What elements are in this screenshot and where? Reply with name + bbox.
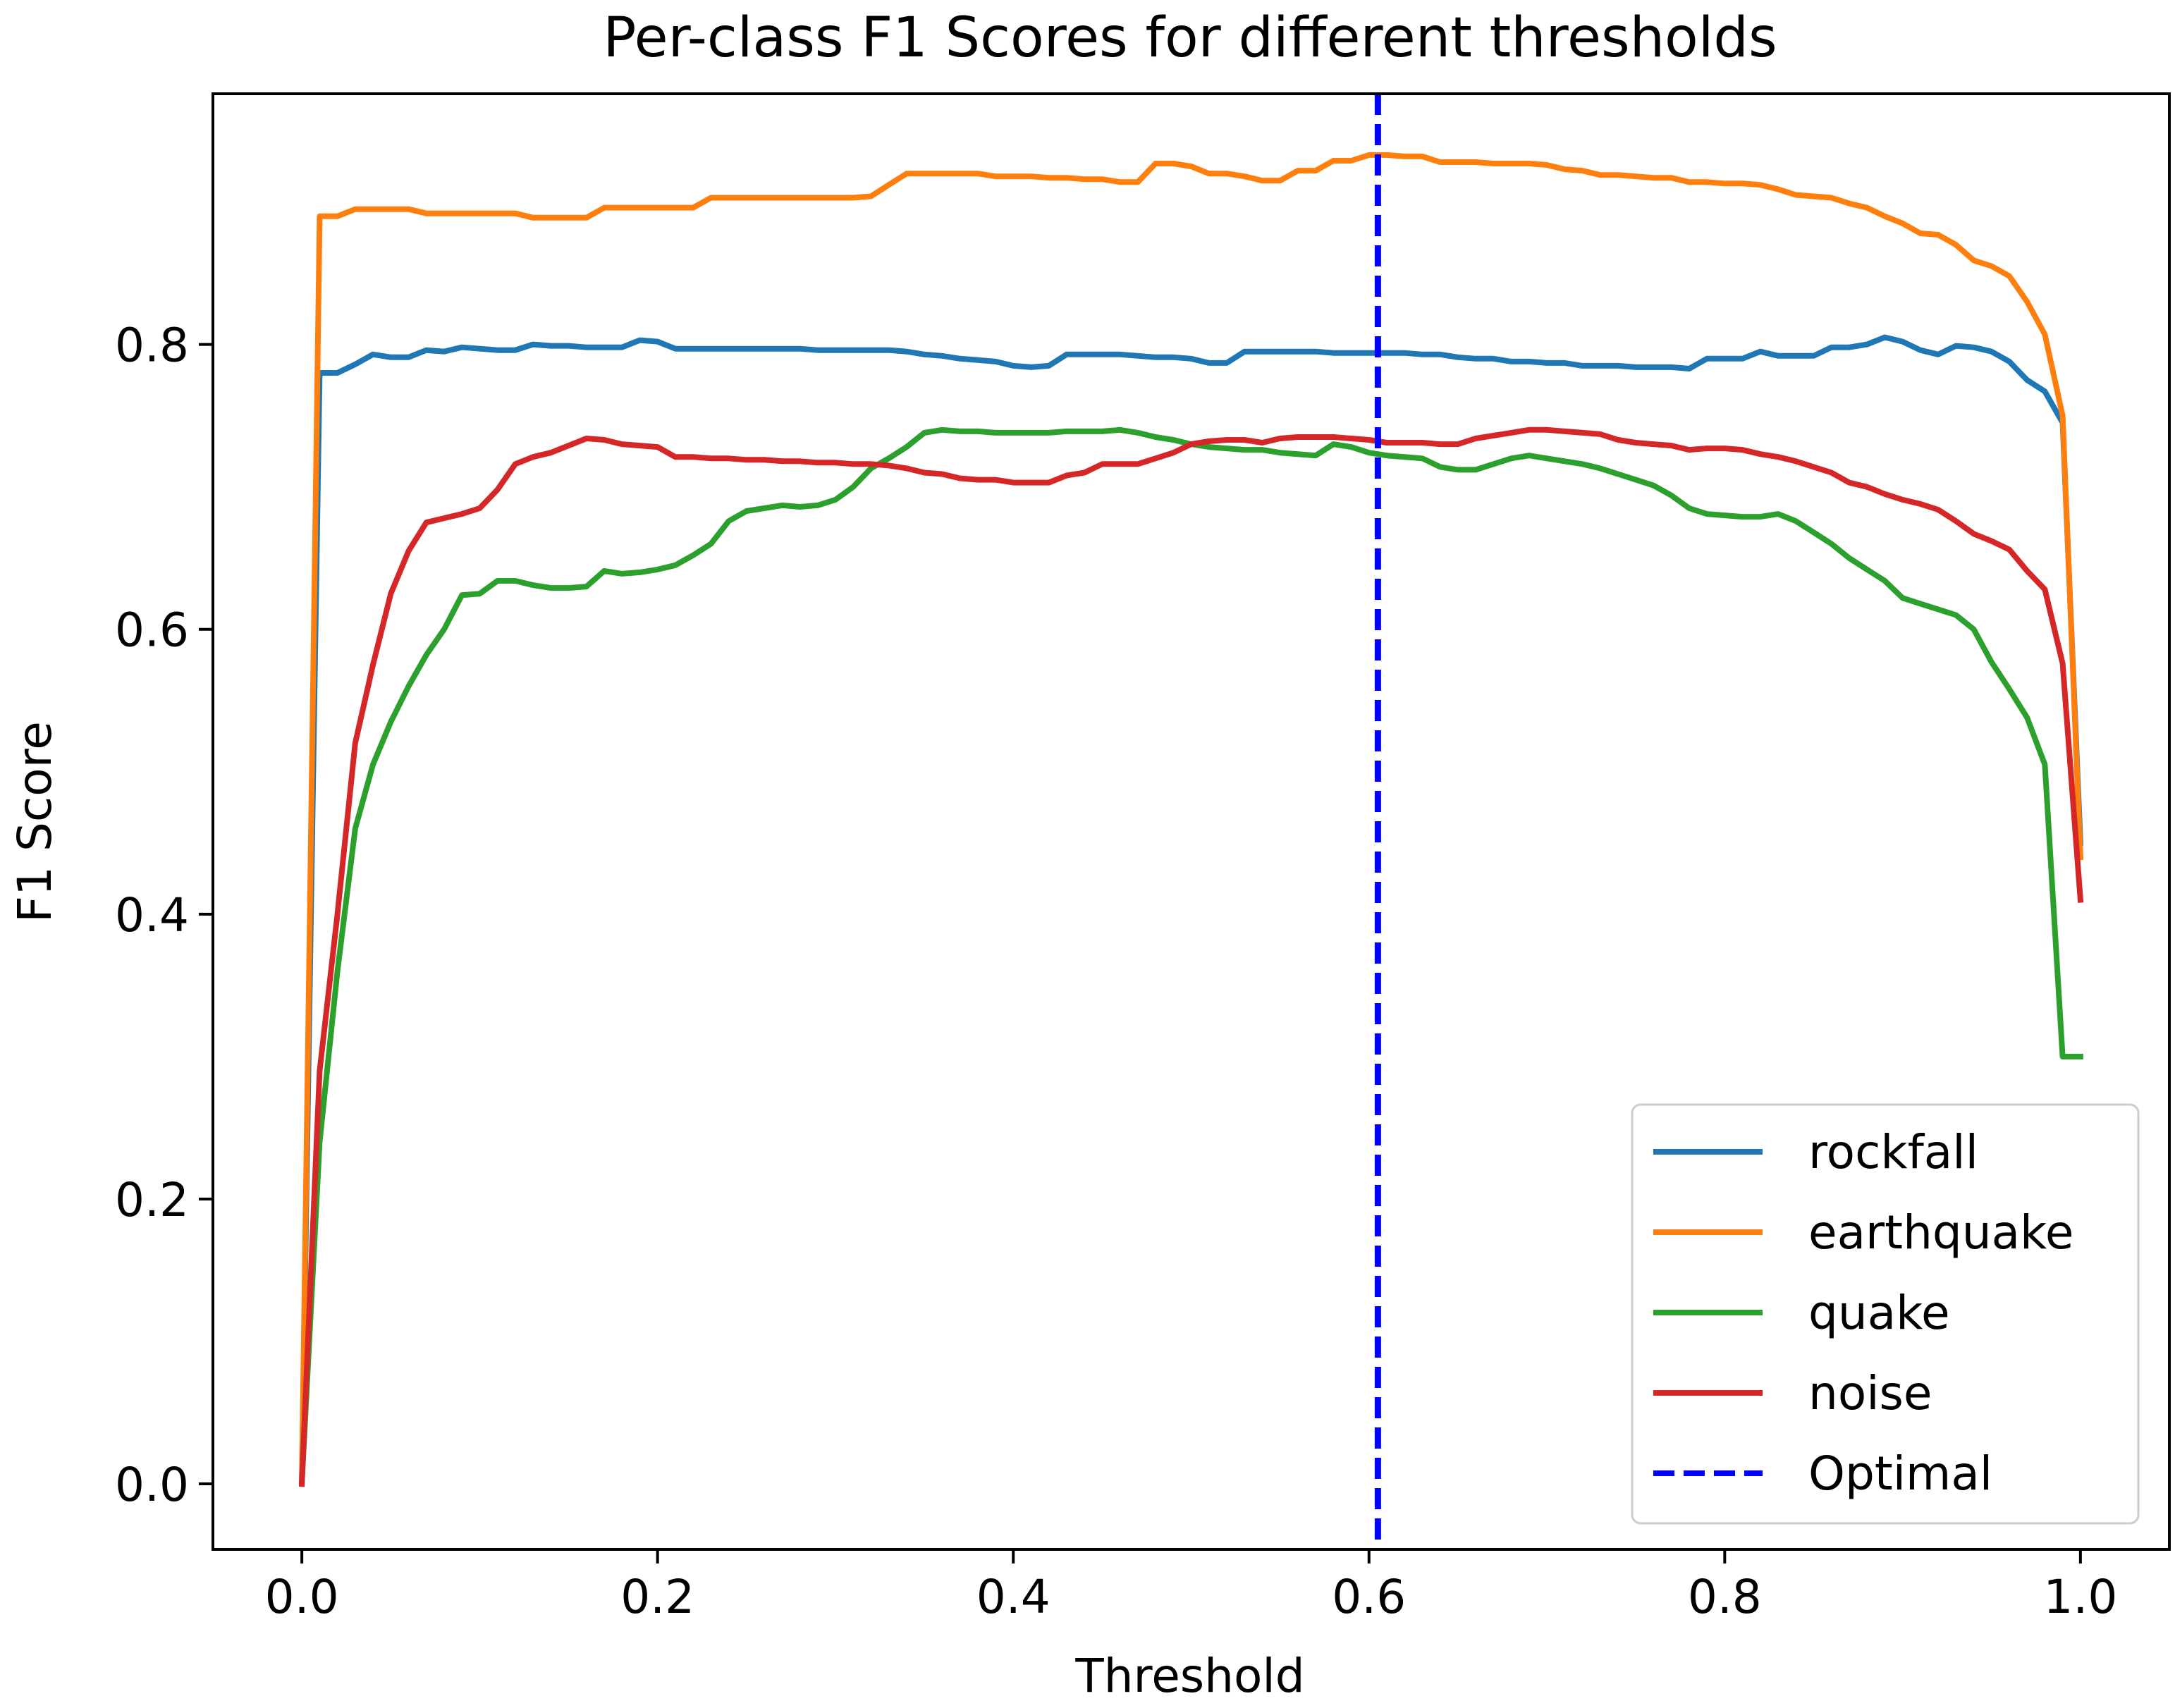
- x-tick-label: 0.4: [976, 1570, 1050, 1624]
- legend-label-rockfall: rockfall: [1808, 1125, 1978, 1179]
- legend-label-optimal: Optimal: [1808, 1446, 1992, 1501]
- series-layer: [298, 152, 2084, 1487]
- y-tick-label: 0.4: [115, 888, 189, 942]
- legend-label-quake: quake: [1808, 1286, 1950, 1340]
- y-axis-ticks: 0.0 0.2 0.4 0.6 0.8: [115, 319, 213, 1512]
- y-tick-label: 0.0: [115, 1458, 189, 1512]
- y-axis-label: F1 Score: [8, 721, 62, 923]
- legend-label-earthquake: earthquake: [1808, 1205, 2074, 1260]
- series-line-rockfall: [299, 334, 2084, 1487]
- y-tick-label: 0.8: [115, 319, 189, 373]
- x-tick-label: 0.0: [265, 1570, 339, 1624]
- y-tick-label: 0.2: [115, 1173, 189, 1227]
- y-tick-label: 0.6: [115, 603, 189, 658]
- chart-title: Per-class F1 Scores for different thresh…: [603, 6, 1777, 70]
- series-line-noise: [298, 426, 2084, 1487]
- legend-box: [1631, 1103, 2140, 1525]
- x-tick-label: 1.0: [2043, 1570, 2117, 1624]
- x-axis-ticks: 0.0 0.2 0.4 0.6 0.8 1.0: [265, 1549, 2117, 1624]
- series-line-earthquake: [299, 152, 2084, 1487]
- x-tick-label: 0.2: [620, 1570, 694, 1624]
- legend-label-noise: noise: [1808, 1366, 1932, 1420]
- plot-frame: [212, 92, 2171, 1551]
- x-tick-label: 0.6: [1332, 1570, 1406, 1624]
- legend: rockfall earthquake quake noise Optimal: [1631, 1103, 2140, 1525]
- x-tick-label: 0.8: [1688, 1570, 1762, 1624]
- x-axis-label: Threshold: [1074, 1649, 1304, 1703]
